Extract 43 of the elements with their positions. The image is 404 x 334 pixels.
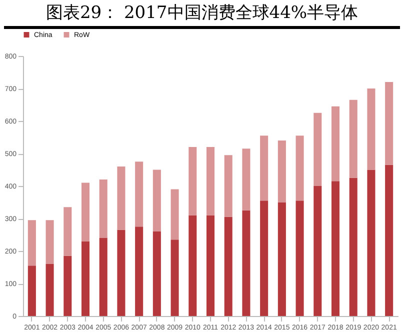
bar xyxy=(81,241,90,316)
bar xyxy=(28,266,36,316)
bar xyxy=(46,220,54,264)
bar xyxy=(28,220,36,266)
bar xyxy=(64,256,72,316)
bar xyxy=(224,216,232,316)
bar xyxy=(367,170,376,316)
bar xyxy=(349,100,358,178)
bar xyxy=(152,170,161,232)
bar xyxy=(81,182,90,242)
bar xyxy=(278,202,286,316)
bar xyxy=(188,147,197,216)
bar xyxy=(314,112,322,186)
bar xyxy=(188,215,197,316)
bar xyxy=(260,136,268,201)
bar xyxy=(170,189,179,240)
bar xyxy=(64,207,72,256)
bar xyxy=(367,88,376,170)
bar xyxy=(278,140,286,202)
bar xyxy=(224,155,232,217)
bar xyxy=(385,82,394,165)
bar xyxy=(296,136,304,201)
bar xyxy=(331,106,340,182)
bar xyxy=(99,238,108,316)
bar xyxy=(117,230,126,316)
bar xyxy=(46,264,54,316)
bar xyxy=(242,210,250,316)
bar xyxy=(349,178,358,316)
bar xyxy=(99,180,108,238)
bar xyxy=(135,226,144,316)
bar xyxy=(242,148,250,210)
bar xyxy=(170,240,179,316)
bar xyxy=(206,215,215,316)
bar xyxy=(385,164,394,316)
bar xyxy=(135,162,144,227)
bar xyxy=(296,200,304,316)
bar xyxy=(206,147,215,216)
bar xyxy=(152,232,161,316)
chart-title: 图表29： 2017中国消费全球44%半导体 xyxy=(44,2,360,25)
bar xyxy=(117,166,126,230)
bar xyxy=(260,200,268,316)
bar xyxy=(331,181,340,316)
bar xyxy=(314,186,322,316)
